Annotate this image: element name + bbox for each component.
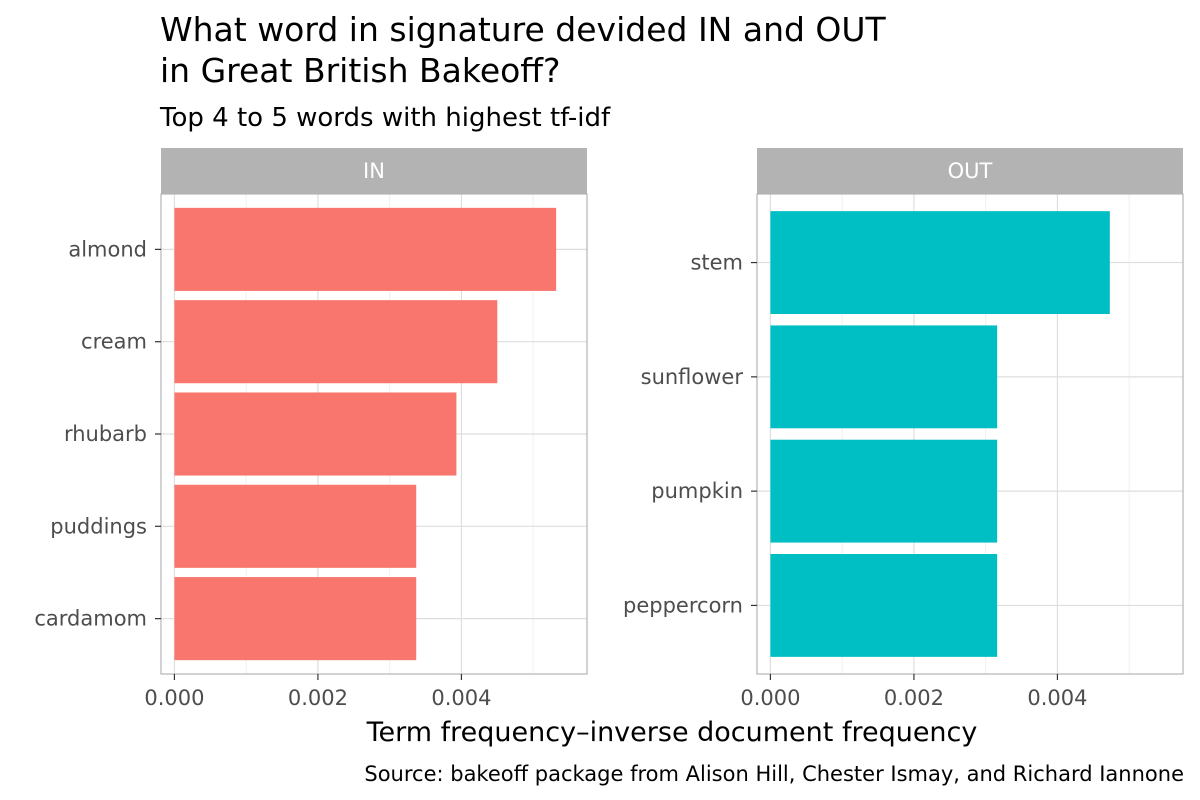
x-tick-label: 0.002 xyxy=(288,686,348,710)
panel-border xyxy=(756,193,1184,675)
y-tick-label: peppercorn xyxy=(623,593,743,617)
x-tick-label: 0.004 xyxy=(431,686,491,710)
facet-strip-label: OUT xyxy=(948,159,993,183)
facet-strip xyxy=(161,148,587,194)
facet-panel-out: OUT stem sunflower pumpkin peppercorn 0.000 0.… xyxy=(623,148,1184,710)
bar-peppercorn xyxy=(770,554,998,657)
chart-title-line-2: in Great British Bakeoff? xyxy=(160,51,561,90)
y-tick-label: cream xyxy=(81,330,147,354)
facet-panels: IN almond cream rhubarb puddings cardamom 0.00… xyxy=(34,148,1184,710)
bar-pumpkin xyxy=(770,439,998,543)
x-tick-label: 0.004 xyxy=(1027,686,1087,710)
bar-cardamom xyxy=(174,577,417,661)
bar-sunflower xyxy=(770,325,998,429)
bar-puddings xyxy=(174,484,417,568)
y-tick-label: almond xyxy=(68,237,147,261)
chart-caption: Source: bakeoff package from Alison Hill… xyxy=(364,762,1184,786)
bar-stem xyxy=(770,211,1110,314)
x-axis-label: Term frequency–inverse document frequenc… xyxy=(366,717,978,748)
y-tick-label: puddings xyxy=(50,514,147,538)
chart-subtitle: Top 4 to 5 words with highest tf-idf xyxy=(159,103,611,133)
chart-title-line-1: What word in signature devided IN and OU… xyxy=(160,10,887,49)
y-tick-label: cardamom xyxy=(34,607,147,631)
facet-panel-in: IN almond cream rhubarb puddings cardamom 0.00… xyxy=(34,148,588,710)
bar-almond xyxy=(174,207,557,291)
x-tick-label: 0.002 xyxy=(884,686,944,710)
y-tick-label: stem xyxy=(690,251,743,275)
facet-strip xyxy=(757,148,1183,194)
facet-strip-label: IN xyxy=(363,159,385,183)
bar-cream xyxy=(174,300,498,384)
y-tick-label: sunflower xyxy=(641,365,744,389)
bar-rhubarb xyxy=(174,392,457,476)
y-tick-label: pumpkin xyxy=(651,479,743,503)
x-tick-label: 0.000 xyxy=(740,686,800,710)
x-tick-label: 0.000 xyxy=(144,686,204,710)
y-tick-label: rhubarb xyxy=(64,422,147,446)
